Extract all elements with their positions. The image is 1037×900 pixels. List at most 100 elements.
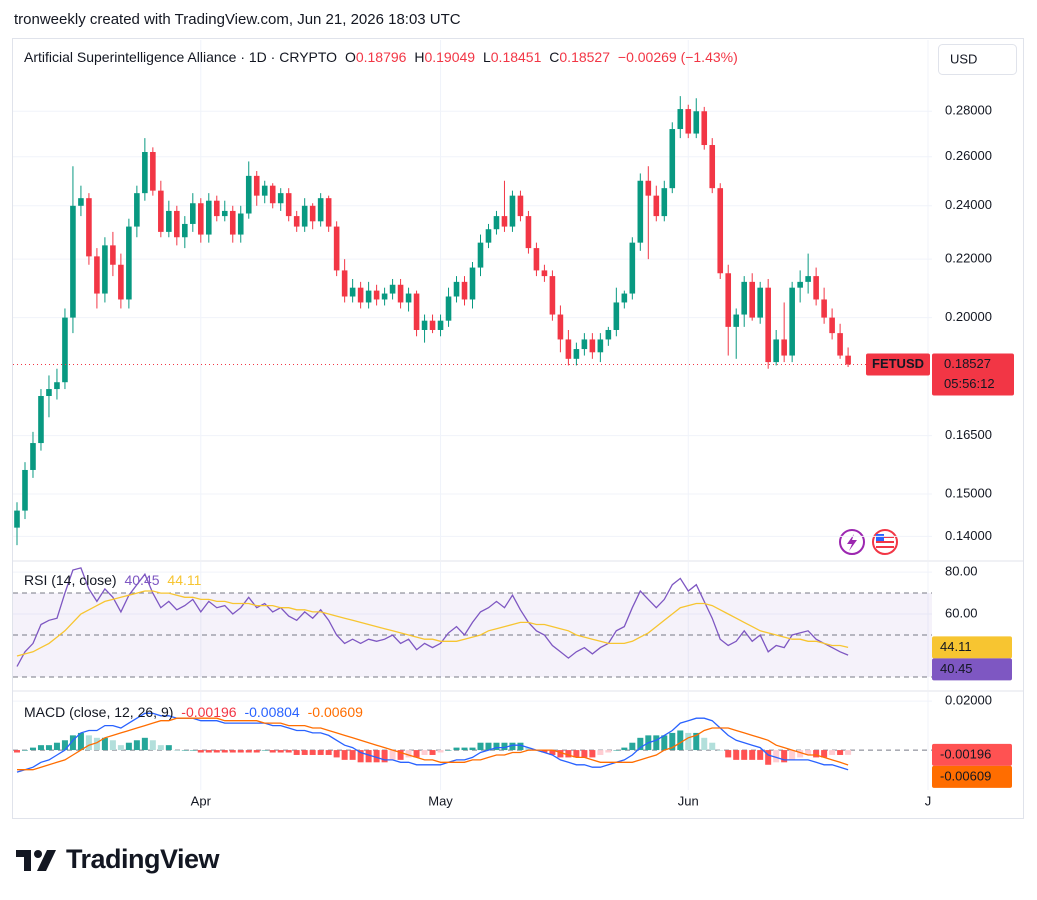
series-line [16, 712, 849, 773]
histogram-bar [221, 750, 228, 753]
candle-body [158, 190, 164, 232]
high-value: 0.19049 [424, 49, 476, 65]
ohlc-label: H [414, 49, 425, 65]
logo-text: TradingView [66, 844, 220, 874]
candle-body [397, 284, 404, 303]
candle-body [485, 229, 492, 243]
histogram-bar [21, 750, 28, 751]
histogram-bar [213, 750, 220, 753]
y-tick-label: 80.00 [945, 564, 978, 579]
histogram-bar [93, 737, 100, 751]
histogram-bar [829, 750, 836, 755]
histogram-bar [461, 747, 468, 751]
histogram-bar [285, 750, 292, 753]
candle-body [381, 293, 388, 300]
candle-body [190, 203, 196, 224]
histogram-bar [821, 750, 828, 758]
candle-body [845, 355, 851, 365]
histogram-bar [733, 750, 740, 760]
candle-body [589, 339, 596, 353]
histogram-bar [149, 740, 156, 751]
candle-body [773, 339, 779, 363]
candle-body [581, 339, 588, 350]
candle-body [653, 195, 660, 217]
candle-body [789, 287, 795, 356]
histogram-bar [845, 750, 852, 755]
histogram-bar [293, 750, 300, 755]
series-line [16, 590, 849, 657]
flag-icon[interactable] [872, 529, 898, 555]
histogram-bar [717, 750, 724, 751]
histogram-bar [397, 750, 404, 760]
histogram-bar [453, 747, 460, 751]
symbol-title: Artificial Superintelligence Alliance · … [24, 49, 338, 65]
candle-body [38, 395, 44, 444]
histogram-bar [29, 747, 36, 751]
candle-body [205, 200, 212, 235]
y-tick-label: 60.00 [945, 605, 978, 620]
open-value: 0.18796 [355, 49, 407, 65]
x-tick-label: Jun [678, 793, 699, 808]
histogram-bar [301, 750, 308, 755]
candle-body [637, 180, 644, 243]
histogram-bar [253, 750, 260, 753]
candle-body [709, 145, 716, 189]
candle-body [277, 193, 284, 204]
histogram-bar [101, 737, 108, 751]
macd-title: MACD (close, 12, 26, 9) [24, 704, 174, 720]
histogram-bar [573, 750, 580, 758]
histogram-bar [549, 750, 556, 755]
symbol-tag: FETUSD [872, 356, 924, 371]
histogram-bar [773, 750, 780, 763]
candle-body [134, 193, 140, 227]
value-tag: -0.00196 [940, 746, 991, 761]
histogram-bar [789, 750, 796, 760]
candle-body [365, 290, 372, 303]
close-value: 0.18527 [559, 49, 610, 65]
histogram-bar [197, 750, 204, 753]
currency-button[interactable] [938, 44, 1017, 75]
histogram-bar [485, 742, 492, 751]
histogram-bar [117, 745, 124, 751]
series-line [17, 717, 849, 771]
candle-body [645, 180, 652, 196]
histogram-bar [357, 750, 364, 763]
candle-body [429, 320, 436, 330]
histogram-bar [389, 750, 396, 760]
currency-label[interactable]: USD [950, 51, 977, 66]
histogram-bar [685, 732, 692, 751]
candle-body [30, 443, 36, 470]
histogram-bar [85, 735, 92, 751]
rsi-value: 40.45 [124, 572, 160, 588]
candle-body [285, 193, 292, 217]
histogram-bar [813, 750, 820, 758]
histogram-bar [181, 750, 188, 751]
histogram-bar [45, 745, 52, 751]
replay-icon[interactable] [839, 529, 865, 555]
histogram-bar [581, 750, 588, 758]
candle-body [62, 317, 68, 383]
candle-body [749, 281, 755, 318]
low-value: 0.18451 [490, 49, 542, 65]
candle-body [477, 242, 484, 268]
histogram-bar [693, 732, 700, 751]
caption: tronweekly created with TradingView.com,… [14, 11, 461, 28]
candle-body [469, 267, 476, 300]
histogram-bar [309, 750, 316, 755]
histogram-bar [781, 750, 788, 763]
flag-stripe [876, 546, 894, 548]
candle-body [54, 382, 60, 390]
candle-body [829, 317, 835, 334]
candle-body [317, 198, 324, 222]
ohlc-label: L [482, 49, 491, 65]
value-tag-bg [932, 765, 1012, 788]
candle-body [126, 226, 132, 300]
candle-body [797, 281, 803, 288]
series-line [16, 567, 849, 667]
histogram-bar [589, 750, 596, 758]
histogram-bar [317, 750, 324, 755]
histogram-bar [629, 742, 636, 751]
candle-body [182, 223, 188, 238]
candle-body [757, 287, 763, 318]
